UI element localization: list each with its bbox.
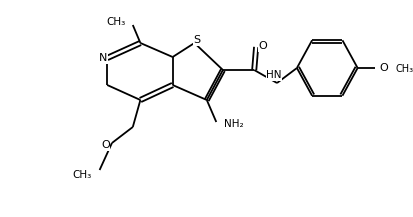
Text: HN: HN bbox=[266, 70, 282, 80]
Text: O: O bbox=[101, 140, 110, 150]
Text: CH₃: CH₃ bbox=[73, 170, 92, 180]
Text: O: O bbox=[380, 63, 389, 73]
Text: NH₂: NH₂ bbox=[224, 119, 244, 129]
Text: N: N bbox=[99, 53, 107, 63]
Text: CH₃: CH₃ bbox=[396, 64, 413, 74]
Text: CH₃: CH₃ bbox=[106, 17, 125, 27]
Text: S: S bbox=[194, 35, 201, 45]
Text: O: O bbox=[259, 41, 267, 51]
